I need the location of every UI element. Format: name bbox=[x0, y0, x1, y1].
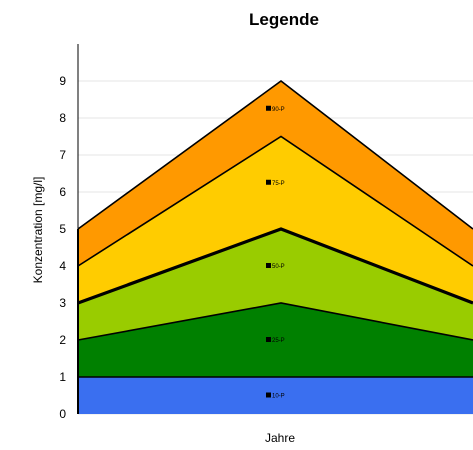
band-label-marker bbox=[266, 392, 271, 398]
band-label-marker bbox=[266, 263, 271, 268]
band-labels: 10-P 25-P 50-P 75-P 90-P bbox=[266, 105, 285, 400]
band-label-marker bbox=[266, 179, 271, 185]
band-label-10-P: 10-P bbox=[266, 392, 285, 400]
band-label-text: 25-P bbox=[272, 338, 285, 344]
y-tick-label: 7 bbox=[59, 148, 66, 162]
band-label-text: 90-P bbox=[272, 107, 285, 113]
band-label-text: 50-P bbox=[272, 264, 285, 270]
series-line-90-P bbox=[77, 80, 473, 230]
y-tick-label: 5 bbox=[59, 222, 66, 236]
x-axis-label: Jahre bbox=[265, 431, 295, 445]
y-tick-label: 2 bbox=[59, 333, 66, 347]
chart-title: Legende bbox=[249, 10, 319, 29]
y-tick-labels: 0 1 2 3 4 5 6 7 8 9 bbox=[59, 74, 66, 421]
y-tick-label: 6 bbox=[59, 185, 66, 199]
y-tick-label: 0 bbox=[59, 407, 66, 421]
band-label-text: 10-P bbox=[272, 394, 285, 400]
band-label-text: 75-P bbox=[272, 181, 285, 187]
y-tick-label: 1 bbox=[59, 370, 66, 384]
y-tick-label: 8 bbox=[59, 111, 66, 125]
y-axis-label: Konzentration [mg/l] bbox=[31, 177, 45, 284]
band-label-50-P: 50-P bbox=[266, 263, 285, 270]
band-label-25-P: 25-P bbox=[266, 337, 285, 344]
y-tick-label: 9 bbox=[59, 74, 66, 88]
area-bands bbox=[77, 80, 473, 414]
series-line-50-P bbox=[77, 227, 473, 305]
band-label-75-P: 75-P bbox=[266, 179, 285, 187]
y-tick-label: 3 bbox=[59, 296, 66, 310]
band-90-P bbox=[78, 81, 473, 266]
band-50-P bbox=[78, 229, 473, 340]
band-label-marker bbox=[266, 337, 271, 342]
band-75-P bbox=[78, 136, 473, 303]
band-label-90-P: 90-P bbox=[266, 105, 285, 113]
series-line-75-P bbox=[77, 135, 473, 267]
band-10-P bbox=[78, 377, 473, 414]
band-label-marker bbox=[266, 105, 271, 111]
y-tick-label: 4 bbox=[59, 259, 66, 273]
series-line-25-P bbox=[77, 302, 473, 341]
